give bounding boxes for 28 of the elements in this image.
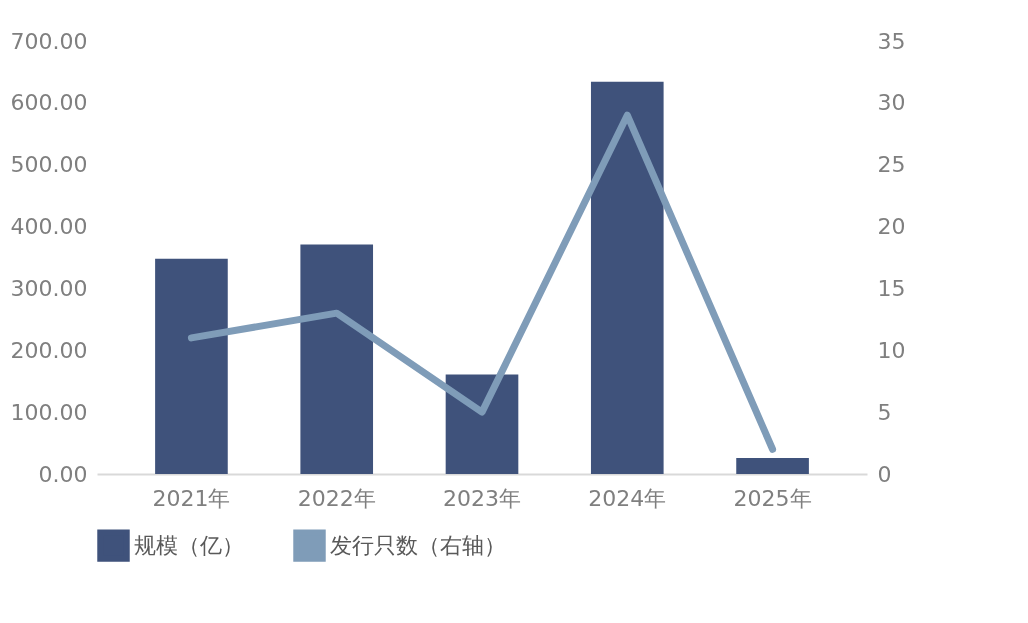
y-tick-label: 700.00 <box>10 28 88 54</box>
y2-tick-label: 35 <box>877 28 906 54</box>
bar <box>590 81 664 474</box>
y-tick-label: 0.00 <box>38 461 88 487</box>
x-tick-label: 2022年 <box>297 485 376 511</box>
x-tick-label: 2025年 <box>733 485 812 511</box>
x-tick-label: 2021年 <box>152 485 231 511</box>
y-tick-label: 600.00 <box>10 90 88 116</box>
legend-label: 规模（亿） <box>134 532 244 558</box>
x-tick-label: 2024年 <box>588 485 667 511</box>
y-tick-label: 100.00 <box>10 399 88 425</box>
bar <box>445 374 519 474</box>
y-tick-label: 400.00 <box>10 214 88 240</box>
y-tick-label: 300.00 <box>10 275 88 301</box>
y2-tick-label: 10 <box>877 337 906 363</box>
legend-label: 发行只数（右轴） <box>330 532 506 558</box>
x-tick-label: 2023年 <box>443 485 521 511</box>
y2-tick-label: 30 <box>877 90 906 116</box>
bar <box>300 244 374 474</box>
y2-tick-label: 0 <box>877 461 892 487</box>
y-tick-label: 500.00 <box>10 152 88 178</box>
bar <box>155 258 228 474</box>
y2-tick-label: 25 <box>877 152 906 178</box>
y2-tick-label: 15 <box>877 275 906 301</box>
bar <box>736 457 809 474</box>
y-tick-label: 200.00 <box>10 337 88 363</box>
y2-tick-label: 5 <box>877 399 892 425</box>
y2-tick-label: 20 <box>877 214 906 240</box>
